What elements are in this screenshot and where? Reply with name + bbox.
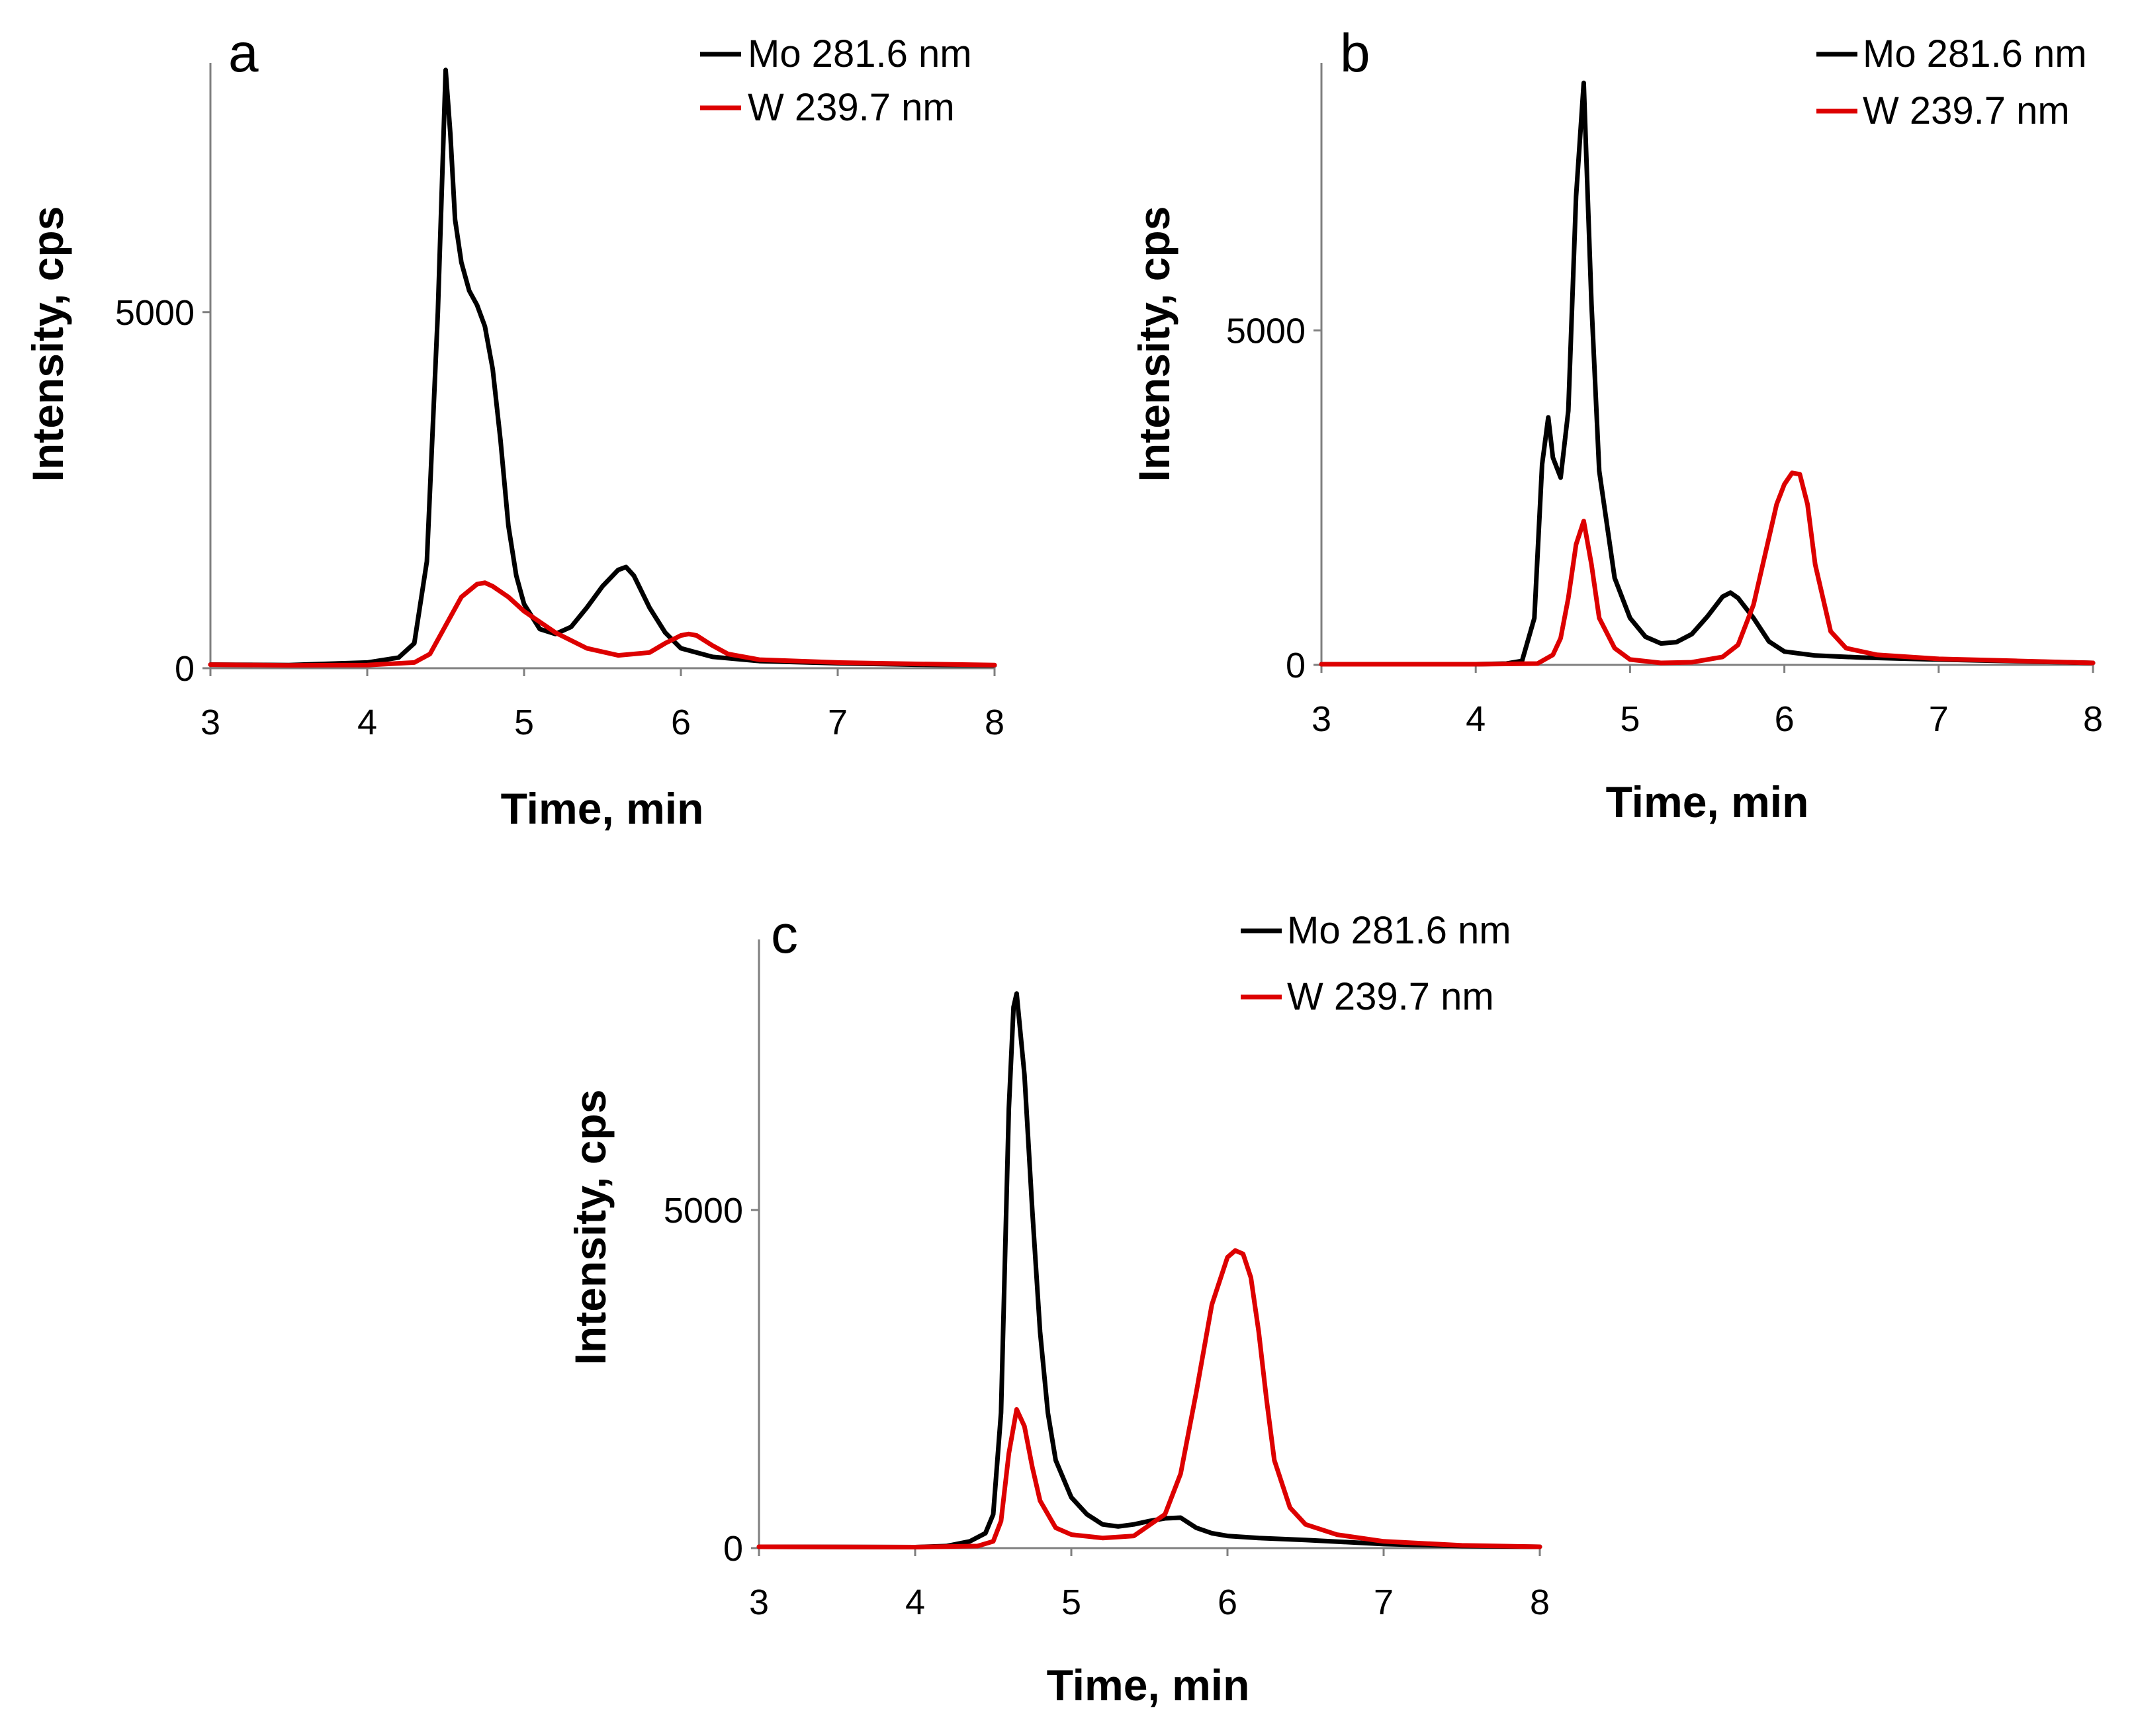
x-tick-label: 3 bbox=[200, 703, 220, 742]
y-tick-label: 5000 bbox=[664, 1191, 743, 1231]
x-tick-label: 3 bbox=[749, 1583, 769, 1622]
series-line-w-b bbox=[1319, 470, 2096, 667]
legend-label-mo-b: Mo 281.6 nm bbox=[1863, 32, 2087, 75]
series-line-mo-c bbox=[756, 991, 1542, 1549]
x-tick-label: 7 bbox=[1374, 1583, 1394, 1622]
x-tick-label: 4 bbox=[905, 1583, 925, 1622]
y-tick-label: 5000 bbox=[115, 293, 195, 333]
x-tick-label: 4 bbox=[1466, 699, 1486, 739]
y-axis-title-b: Intensity, cps bbox=[1130, 206, 1179, 482]
legend-b: Mo 281.6 nm W 239.7 nm bbox=[1816, 32, 2087, 132]
x-axis-title-c: Time, min bbox=[1047, 1661, 1250, 1710]
y-tick-label: 0 bbox=[175, 649, 195, 689]
legend-label-w-a: W 239.7 nm bbox=[748, 86, 955, 129]
y-axis-title-c: Intensity, cps bbox=[566, 1090, 615, 1366]
x-tick-label: 3 bbox=[1312, 699, 1331, 739]
x-tick-label: 7 bbox=[828, 703, 848, 742]
panel-label-b: b bbox=[1340, 23, 1370, 83]
legend-label-mo-a: Mo 281.6 nm bbox=[748, 32, 972, 75]
chart-panel-b: b Intensity, cps Time, min 3 4 5 6 7 8 0 5000 M… bbox=[1130, 23, 2103, 826]
x-axis-title-a: Time, min bbox=[501, 784, 704, 833]
x-tick-label: 5 bbox=[1620, 699, 1640, 739]
x-tick-label: 8 bbox=[2083, 699, 2103, 739]
series-line-w-c bbox=[756, 1248, 1542, 1549]
series-group-b bbox=[1319, 80, 2096, 667]
axes-b: 3 4 5 6 7 8 0 5000 bbox=[1226, 63, 2103, 739]
series-line-mo-b bbox=[1319, 80, 2096, 667]
chart-panel-c: c Intensity, cps Time, min 3 4 5 6 7 8 0 5000 M… bbox=[566, 904, 1550, 1710]
x-tick-label: 8 bbox=[1530, 1583, 1550, 1622]
x-tick-label: 7 bbox=[1929, 699, 1949, 739]
panel-label-a: a bbox=[228, 23, 259, 83]
x-tick-label: 5 bbox=[1061, 1583, 1081, 1622]
series-group-c bbox=[756, 991, 1542, 1549]
legend-label-mo-c: Mo 281.6 nm bbox=[1287, 909, 1511, 952]
x-tick-label: 4 bbox=[357, 703, 377, 742]
panel-label-c: c bbox=[771, 904, 798, 965]
x-tick-label: 6 bbox=[1218, 1583, 1237, 1622]
series-line-mo-a bbox=[208, 67, 997, 668]
x-tick-label: 5 bbox=[514, 703, 534, 742]
series-line-w-a bbox=[208, 580, 997, 668]
chart-panel-a: a Intensity, cps Time, min 3 4 5 6 7 8 0 5000 M… bbox=[23, 23, 1004, 833]
x-tick-label: 6 bbox=[671, 703, 691, 742]
axes-a: 3 4 5 6 7 8 0 5000 bbox=[115, 63, 1004, 742]
x-axis-title-b: Time, min bbox=[1606, 777, 1809, 826]
legend-label-w-b: W 239.7 nm bbox=[1863, 89, 2070, 132]
y-tick-label: 5000 bbox=[1226, 311, 1306, 351]
x-tick-label: 6 bbox=[1775, 699, 1795, 739]
y-tick-label: 0 bbox=[723, 1529, 743, 1569]
legend-label-w-c: W 239.7 nm bbox=[1287, 975, 1494, 1018]
x-tick-label: 8 bbox=[985, 703, 1004, 742]
axes-c: 3 4 5 6 7 8 0 5000 bbox=[664, 939, 1550, 1622]
legend-c: Mo 281.6 nm W 239.7 nm bbox=[1241, 909, 1511, 1018]
y-axis-title-a: Intensity, cps bbox=[23, 206, 72, 482]
y-tick-label: 0 bbox=[1286, 646, 1306, 685]
legend-a: Mo 281.6 nm W 239.7 nm bbox=[700, 32, 972, 129]
series-group-a bbox=[208, 67, 997, 668]
